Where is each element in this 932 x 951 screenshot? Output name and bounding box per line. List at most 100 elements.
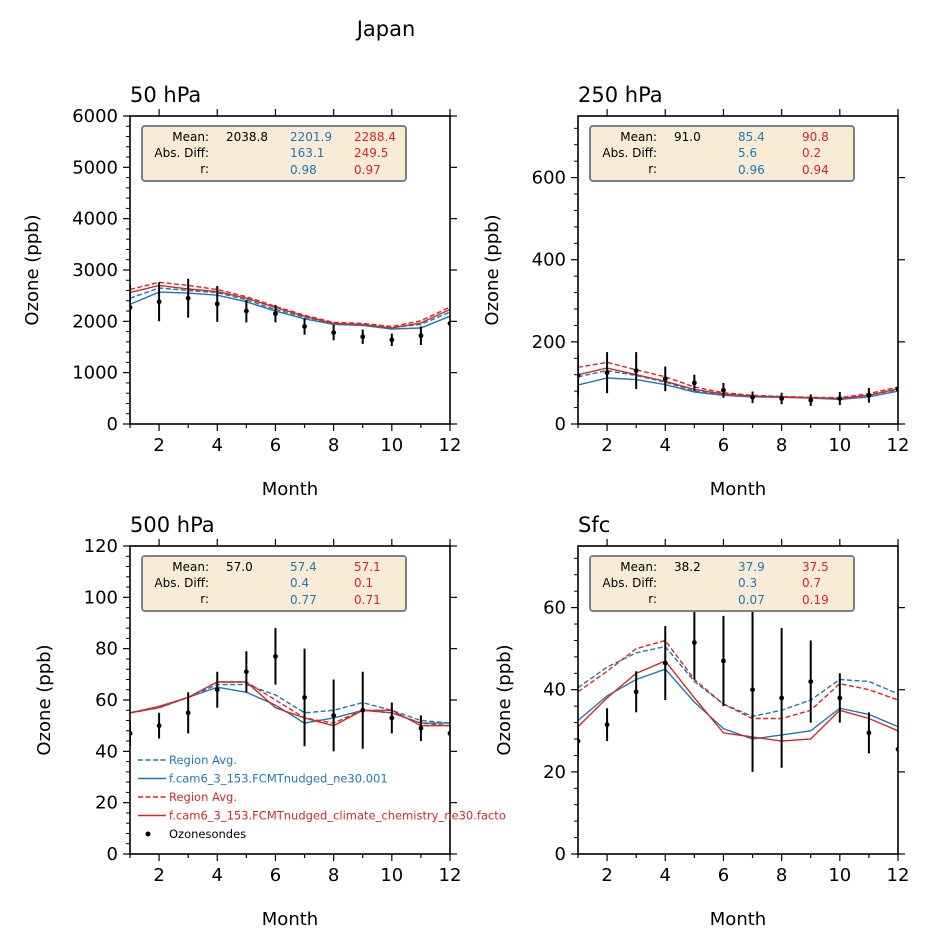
obs-point: [302, 695, 307, 700]
x-axis-label: Month: [710, 909, 766, 930]
series-line-model1-solid: [130, 291, 450, 330]
y-axis-label: Ozone (ppb): [482, 214, 503, 325]
series-line-model1-dashed: [578, 645, 898, 718]
x-axis-label: Month: [262, 909, 318, 930]
obs-point: [331, 330, 337, 336]
obs-point: [837, 695, 843, 701]
stats-model1-value: 0.77: [290, 593, 317, 607]
obs-point: [750, 687, 755, 693]
stats-row-label: r:: [200, 162, 209, 176]
obs-point: [691, 640, 697, 645]
plot-area: [130, 278, 450, 346]
obs-point: [273, 311, 278, 317]
series-line-model2-dashed: [578, 361, 898, 399]
x-tick-label: 12: [887, 865, 910, 886]
obs-point: [185, 295, 191, 301]
stats-model1-value: 57.4: [290, 560, 317, 574]
y-axis-label: Ozone (ppb): [494, 644, 515, 755]
stats-model1-value: 163.1: [290, 146, 324, 160]
obs-point: [662, 660, 668, 666]
series-line-model2-solid: [578, 660, 898, 742]
x-tick-label: 2: [153, 865, 164, 886]
stats-model1-value: 5.6: [738, 146, 757, 160]
panel-title: Sfc: [578, 513, 610, 537]
y-tick-label: 4000: [72, 209, 118, 230]
obs-point: [633, 689, 639, 695]
stats-model2-value: 37.5: [802, 560, 829, 574]
obs-point: [156, 723, 162, 729]
legend-label: Region Avg.: [169, 753, 237, 767]
stats-model2-value: 249.5: [354, 146, 388, 160]
obs-point: [808, 397, 814, 403]
y-tick-label: 100: [84, 587, 118, 608]
figure-title: Japan: [356, 17, 416, 41]
obs-point: [604, 722, 610, 728]
stats-obs-value: 2038.8: [226, 130, 268, 144]
series-line-model2-dashed: [578, 639, 898, 720]
panel-title: 50 hPa: [130, 83, 201, 107]
stats-model2-value: 0.71: [354, 593, 381, 607]
obs-point: [214, 687, 220, 693]
panel-250-hpa: 250 hPa 2 4 6 8 10 12 0 200 400 600 Month Ozone (ppb…: [482, 83, 909, 500]
y-tick-label: 3000: [72, 260, 118, 281]
stats-model2-value: 0.19: [802, 593, 829, 607]
plot-area: [578, 352, 898, 406]
stats-row-label: Abs. Diff:: [602, 146, 657, 160]
obs-point: [389, 715, 395, 721]
stats-model2-value: 90.8: [802, 130, 829, 144]
stats-model1-value: 0.4: [290, 576, 309, 590]
x-tick-label: 2: [153, 435, 164, 456]
stats-model1-value: 0.98: [290, 163, 317, 177]
stats-model2-value: 57.1: [354, 560, 381, 574]
series-line-model1-dashed: [130, 287, 450, 329]
stats-row-label: r:: [648, 162, 657, 176]
stats-obs-value: 57.0: [226, 560, 253, 574]
obs-point: [604, 370, 610, 376]
series-line-model2-solid: [578, 367, 898, 400]
x-tick-label: 12: [439, 435, 462, 456]
obs-point: [389, 337, 395, 343]
obs-point: [243, 669, 249, 675]
legend-label: Region Avg.: [169, 790, 237, 804]
obs-point: [691, 380, 697, 386]
x-tick-label: 6: [270, 435, 281, 456]
series-line-model1-dashed: [578, 369, 898, 400]
y-tick-label: 120: [84, 536, 118, 557]
legend-label: f.cam6_3_153.FCMTnudged_ne30.001: [169, 772, 388, 786]
y-axis-label: Ozone (ppb): [22, 214, 43, 325]
stats-obs-value: 91.0: [674, 130, 701, 144]
x-tick-label: 12: [887, 435, 910, 456]
obs-point: [360, 707, 366, 713]
y-tick-label: 0: [107, 844, 118, 865]
x-tick-label: 4: [660, 865, 671, 886]
x-tick-label: 10: [828, 435, 851, 456]
x-tick-label: 10: [380, 865, 403, 886]
x-tick-label: 4: [212, 865, 223, 886]
series-line-model1-solid: [130, 686, 450, 724]
obs-point: [837, 396, 843, 401]
obs-point: [243, 308, 249, 314]
legend-label: f.cam6_3_153.FCMTnudged_climate_chemistr…: [169, 809, 506, 823]
series-line-model1-dashed: [130, 683, 450, 724]
stats-model2-value: 0.2: [802, 146, 821, 160]
stats-model2-value: 0.1: [354, 576, 373, 590]
x-tick-label: 4: [660, 435, 671, 456]
series-line-model1-solid: [578, 668, 898, 740]
axes-frame: [577, 115, 899, 425]
legend: Region Avg. f.cam6_3_153.FCMTnudged_ne30.…: [138, 753, 506, 841]
x-axis-label: Month: [262, 479, 318, 500]
y-tick-label: 6000: [72, 106, 118, 127]
stats-model1-value: 2201.9: [290, 130, 332, 144]
y-tick-label: 0: [555, 844, 566, 865]
stats-model2-value: 0.94: [802, 163, 829, 177]
x-tick-label: 10: [380, 435, 403, 456]
panel-title: 250 hPa: [578, 83, 663, 107]
x-tick-label: 2: [601, 435, 612, 456]
series-line-model2-dashed: [130, 281, 450, 328]
x-tick-label: 2: [601, 865, 612, 886]
series-line-model2-solid: [130, 681, 450, 727]
stats-box: [589, 125, 855, 182]
obs-point: [662, 376, 668, 382]
y-tick-label: 5000: [72, 157, 118, 178]
y-tick-label: 40: [543, 680, 566, 701]
